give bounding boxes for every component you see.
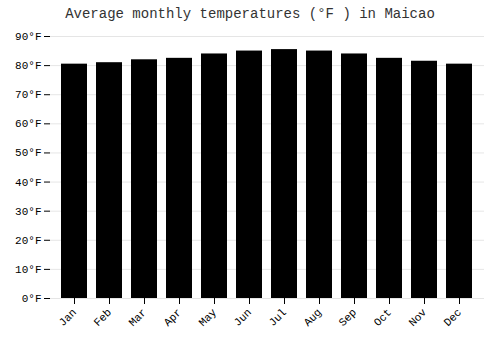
svg-text:Jun: Jun xyxy=(232,306,254,328)
html-text:Average monthly temperatures (: Average monthly temperatures (°F ) in Ma… xyxy=(65,6,435,22)
svg-text:70°F: 70°F xyxy=(15,89,41,101)
svg-text:80°F: 80°F xyxy=(15,60,41,72)
svg-text:Jul: Jul xyxy=(267,306,289,328)
svg-text:Dec: Dec xyxy=(442,306,464,328)
svg-text:Aug: Aug xyxy=(302,306,324,328)
svg-text:90°F: 90°F xyxy=(15,31,41,43)
svg-text:10°F: 10°F xyxy=(15,264,41,276)
svg-text:May: May xyxy=(197,306,220,329)
svg-text:50°F: 50°F xyxy=(15,147,41,159)
svg-text:60°F: 60°F xyxy=(15,118,41,130)
svg-text:Nov: Nov xyxy=(407,306,430,329)
svg-text:Sep: Sep xyxy=(337,306,359,328)
svg-text:Feb: Feb xyxy=(92,306,114,328)
svg-text:40°F: 40°F xyxy=(15,177,41,189)
svg-text:Mar: Mar xyxy=(127,306,149,328)
svg-text:Apr: Apr xyxy=(162,306,184,328)
svg-text:0°F: 0°F xyxy=(22,293,42,305)
svg-text:Jan: Jan xyxy=(57,306,79,328)
svg-text:20°F: 20°F xyxy=(15,235,41,247)
svg-text:30°F: 30°F xyxy=(15,206,41,218)
svg-text:Oct: Oct xyxy=(372,306,394,328)
